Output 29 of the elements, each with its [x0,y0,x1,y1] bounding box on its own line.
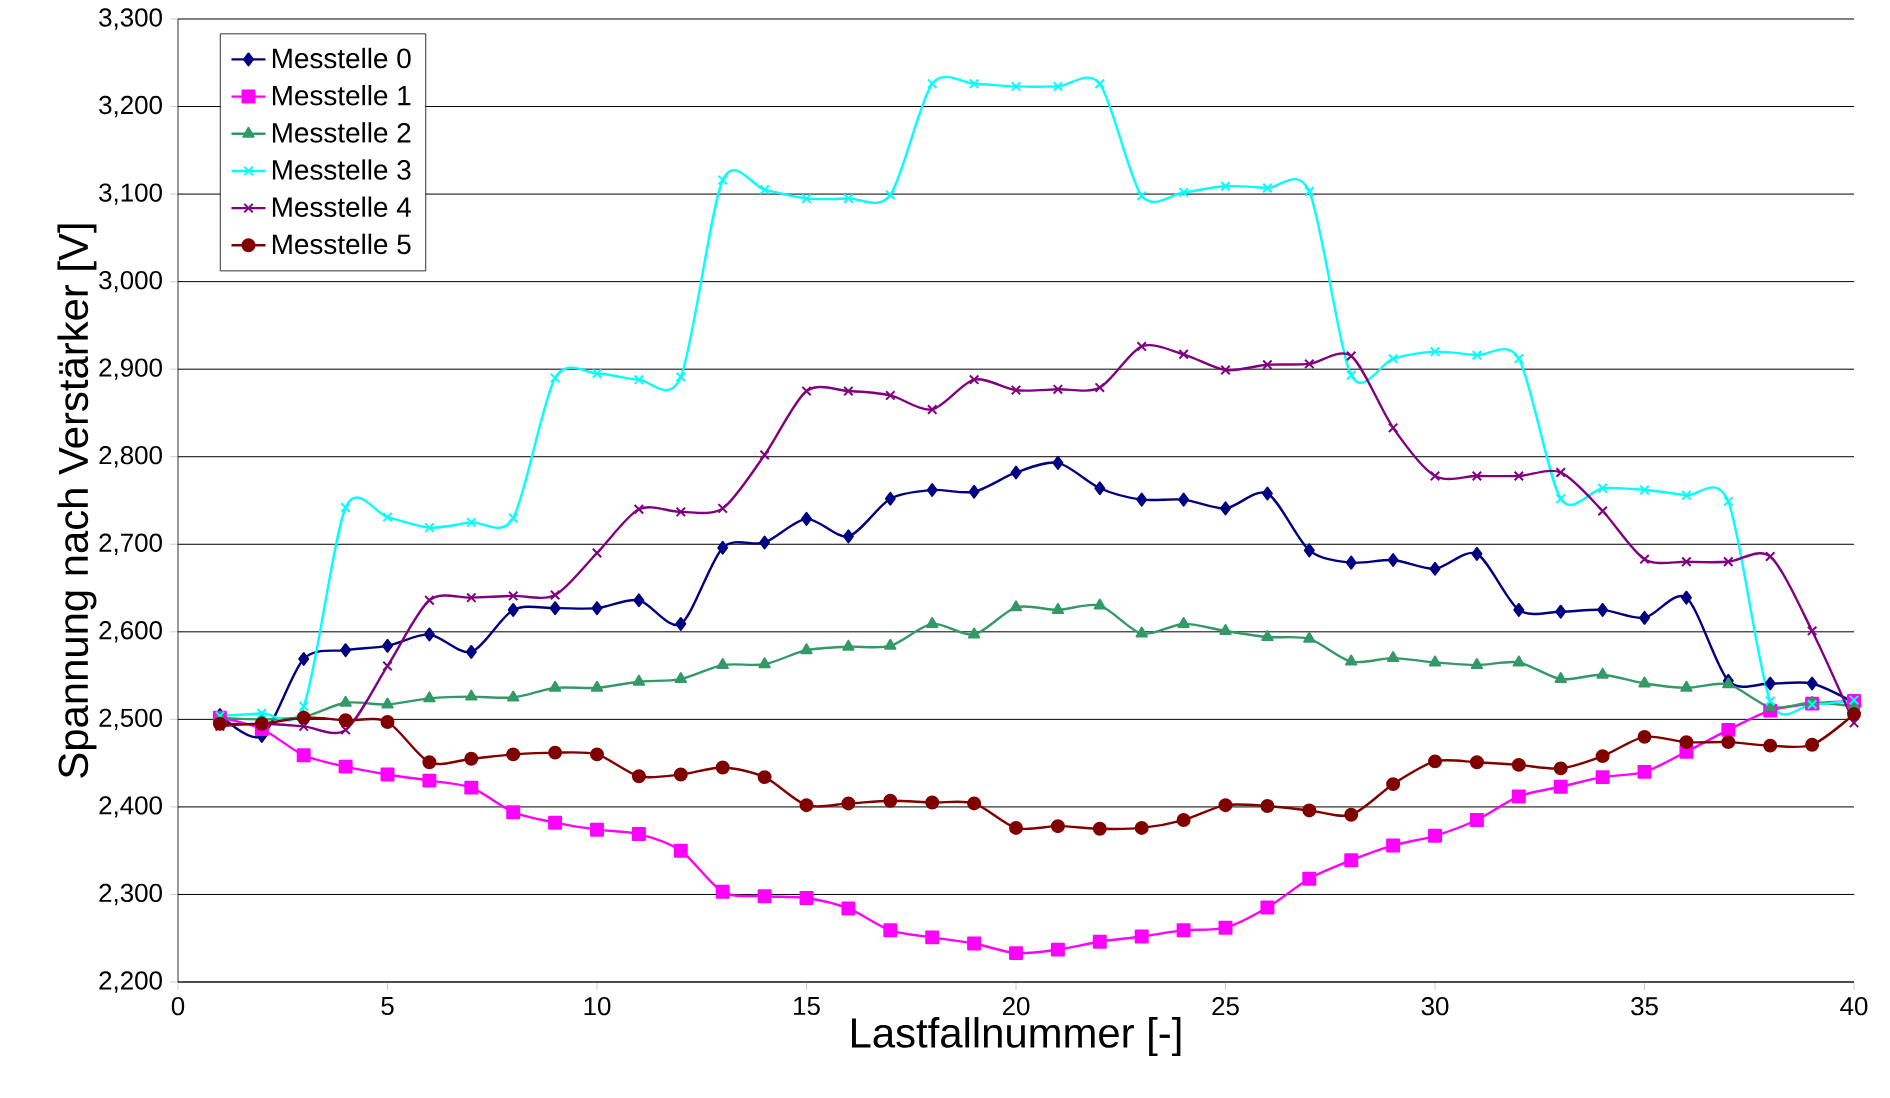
x-tick-label: 5 [381,997,394,1016]
x-axis-title: Lastfallnummer [-] [852,1017,1181,1057]
x-tick-label: 10 [584,997,611,1016]
y-tick-label: 2,800 [99,446,162,468]
y-tick-label: 2,500 [99,708,162,731]
legend-label: Messtelle 1 [272,84,411,106]
x-tick-label: 30 [1421,997,1449,1016]
y-tick-label: 3,200 [99,95,162,118]
y-tick-label: 2,200 [99,971,162,993]
y-tick-label: 3,300 [99,8,162,30]
y-tick-label: 3,100 [99,183,162,205]
legend-label: Messtelle 0 [272,47,411,69]
legend-label: Messtelle 4 [272,196,411,217]
x-tick-label: 25 [1212,997,1239,1016]
legend-label: Messtelle 3 [272,159,411,180]
x-tick-label: 35 [1631,997,1658,1016]
legend-label: Messtelle 5 [272,233,411,255]
y-tick-label: 2,700 [99,533,162,555]
y-tick-label: 2,400 [99,796,162,818]
x-tick-label: 40 [1840,997,1868,1016]
y-axis-title: Spannung nach Verstärker [V] [57,224,97,778]
x-tick-label: 20 [1002,997,1030,1016]
legend-label: Messtelle 2 [272,122,411,143]
x-tick-label: 0 [171,997,185,1016]
y-tick-label: 3,000 [99,270,162,293]
y-tick-label: 2,900 [99,358,162,380]
y-tick-label: 2,300 [99,883,162,906]
y-tick-label: 2,600 [99,621,162,643]
x-tick-label: 15 [794,997,820,1016]
